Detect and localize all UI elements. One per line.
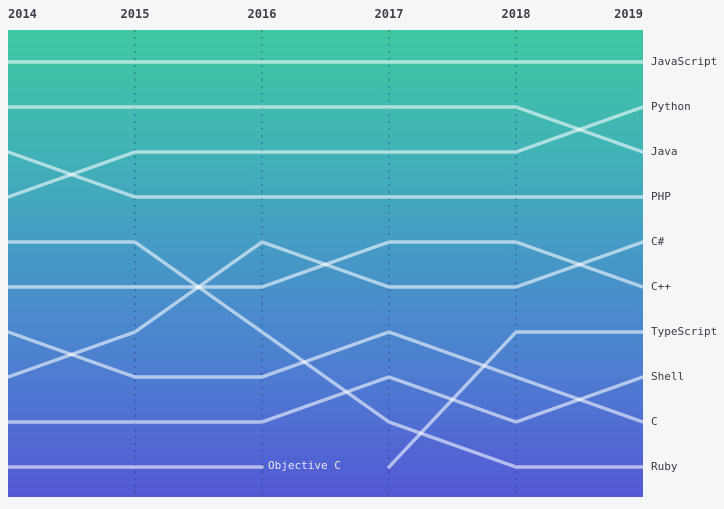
language-label-python: Python [651, 100, 691, 113]
year-label-2017: 2017 [374, 7, 404, 21]
series-line-python [8, 105, 643, 199]
language-label-shell: Shell [651, 370, 685, 383]
year-label-2014: 2014 [8, 7, 37, 21]
series-line-java [8, 105, 643, 154]
series-line-c [8, 330, 643, 424]
language-label-c: C++ [651, 280, 671, 293]
year-label-2019: 2019 [614, 7, 643, 21]
language-label-c: C [651, 415, 658, 428]
language-legend: JavaScript Python Java PHP C# C++ TypeScript Sh… [651, 30, 724, 497]
objective-c-inline-label: Objective C [268, 459, 341, 472]
year-label-2015: 2015 [120, 7, 150, 21]
year-label-2016: 2016 [247, 7, 277, 21]
year-axis: 2014 2015 2016 2017 2018 2019 [8, 7, 643, 25]
series-line-ruby [8, 240, 643, 469]
series-line-php [8, 150, 643, 199]
series-line-c [8, 240, 643, 379]
language-label-java: Java [651, 145, 678, 158]
language-label-ruby: Ruby [651, 460, 678, 473]
language-label-php: PHP [651, 190, 671, 203]
chart-canvas: Objective C [8, 30, 643, 497]
language-label-typescript: TypeScript [651, 325, 718, 338]
series-line-typescript [387, 330, 643, 469]
language-label-javascript: JavaScript [651, 55, 718, 68]
series-line-c [8, 240, 643, 289]
year-label-2018: 2018 [501, 7, 531, 21]
language-label-c: C# [651, 235, 665, 248]
series-line-shell [8, 375, 643, 424]
bump-chart-svg [8, 30, 643, 497]
